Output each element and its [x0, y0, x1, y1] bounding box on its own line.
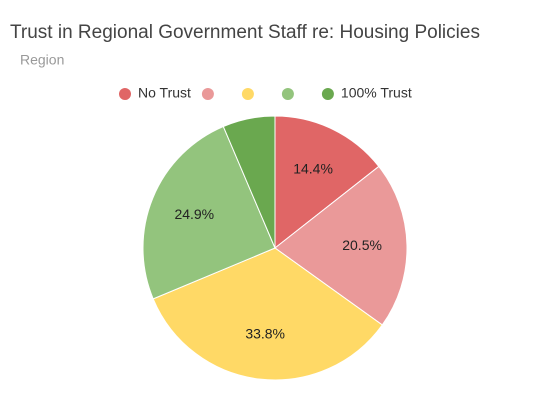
data-label: 33.8% — [245, 325, 285, 341]
chart-title: Trust in Regional Government Staff re: H… — [10, 22, 480, 43]
legend-label: No Trust — [138, 85, 191, 101]
legend-marker — [201, 88, 214, 100]
legend-label: 100% Trust — [341, 85, 412, 101]
legend-marker — [321, 88, 334, 100]
pie-slice — [274, 165, 408, 326]
data-label: 20.5% — [342, 237, 382, 253]
legend-marker — [241, 88, 254, 100]
legend: No Trust 100% Trust — [119, 85, 412, 101]
data-label: 14.4% — [293, 160, 333, 176]
chart-subtitle: Region — [20, 52, 64, 68]
pie-slice — [222, 115, 276, 249]
data-label: 24.9% — [174, 206, 214, 222]
legend-marker — [281, 88, 294, 100]
pie-slice — [152, 247, 383, 381]
pie: 14.4% 20.5% 33.8% 24.9% — [142, 115, 408, 381]
legend-marker — [119, 88, 131, 100]
pie-slice — [142, 125, 276, 300]
pie-slice — [274, 115, 380, 250]
